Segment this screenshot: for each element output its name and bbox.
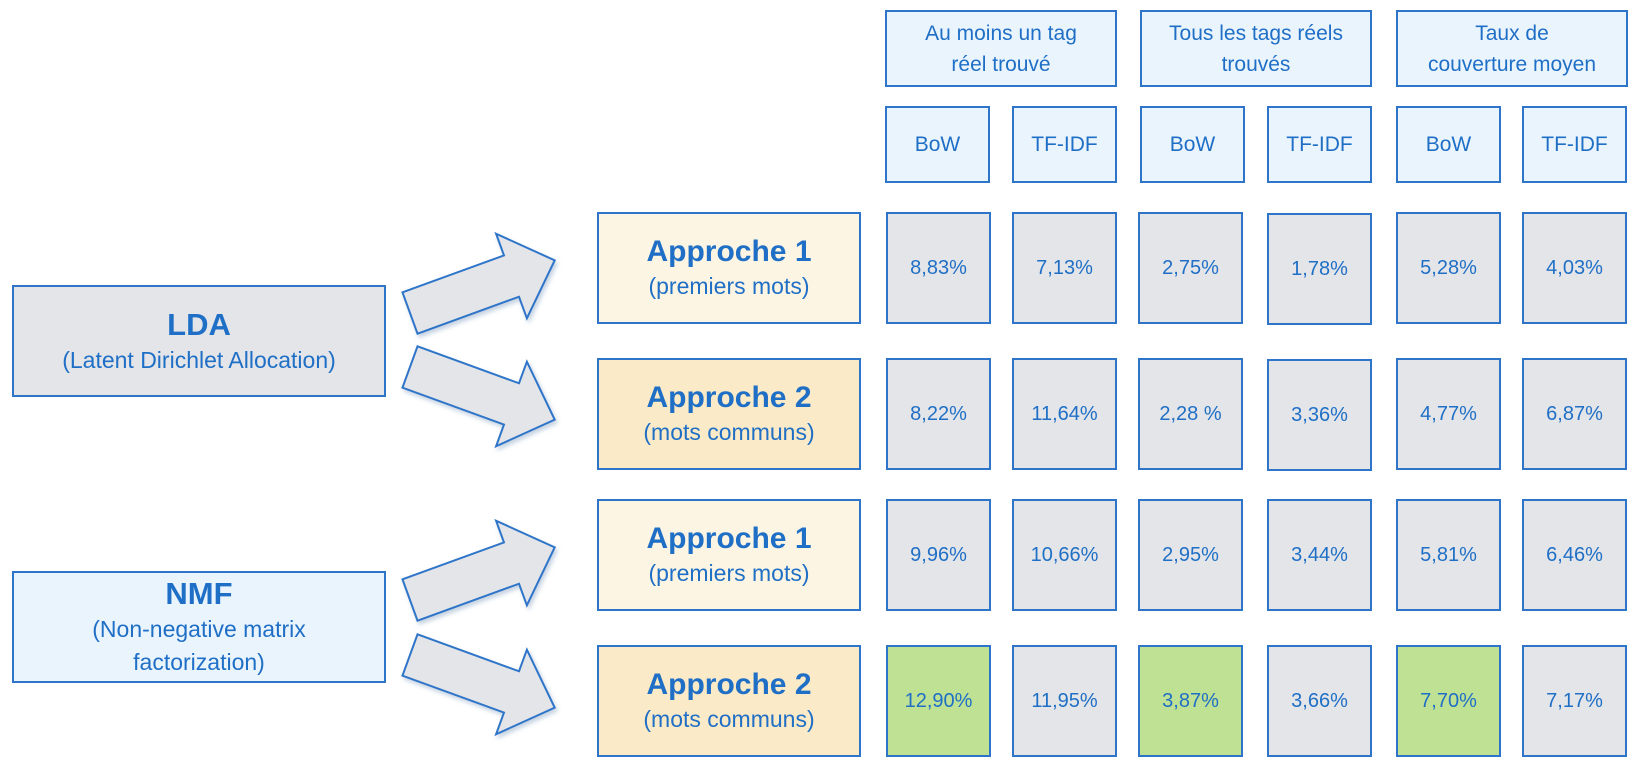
header-line: réel trouvé xyxy=(951,52,1051,76)
result-cell: 1,78% xyxy=(1267,213,1372,325)
model-subtitle: (Non-negative matrix xyxy=(92,616,306,642)
model-subtitle: (Latent Dirichlet Allocation) xyxy=(62,346,336,373)
result-cell: 8,22% xyxy=(886,358,991,470)
result-cell: 11,64% xyxy=(1012,358,1117,470)
result-cell: 6,87% xyxy=(1522,358,1627,470)
header-tous-les-tags: Tous les tags réels trouvés xyxy=(1140,10,1372,87)
header-au-moins-un-tag: Au moins un tag réel trouvé xyxy=(885,10,1117,87)
arrow-lda-approche1 xyxy=(401,231,557,335)
approche-nmf-1: Approche 1 (premiers mots) xyxy=(597,499,861,611)
approche-subtitle: (premiers mots) xyxy=(648,273,810,299)
approche-title: Approche 2 xyxy=(646,668,812,701)
result-cell: 2,75% xyxy=(1138,212,1243,324)
approche-subtitle: (mots communs) xyxy=(643,706,815,732)
result-cell: 7,13% xyxy=(1012,212,1117,324)
subheader-tfidf: TF-IDF xyxy=(1267,106,1372,183)
header-line: Au moins un tag xyxy=(925,21,1077,45)
subheader-bow: BoW xyxy=(1396,106,1501,183)
subheader-tfidf: TF-IDF xyxy=(1012,106,1117,183)
subheader-bow: BoW xyxy=(1140,106,1245,183)
result-cell: 7,17% xyxy=(1522,645,1627,757)
result-cell: 9,96% xyxy=(886,499,991,611)
result-cell: 3,36% xyxy=(1267,359,1372,471)
model-lda: LDA (Latent Dirichlet Allocation) xyxy=(12,285,386,397)
result-cell-best: 7,70% xyxy=(1396,645,1501,757)
result-cell: 4,77% xyxy=(1396,358,1501,470)
header-taux-couverture: Taux de couverture moyen xyxy=(1396,10,1628,87)
result-cell-best: 3,87% xyxy=(1138,645,1243,757)
arrow-nmf-approche2 xyxy=(401,633,557,737)
approche-lda-2: Approche 2 (mots communs) xyxy=(597,358,861,470)
header-line: couverture moyen xyxy=(1427,52,1597,76)
approche-title: Approche 2 xyxy=(646,381,812,414)
model-nmf: NMF (Non-negative matrix factorization) xyxy=(12,571,386,683)
arrow-lda-approche2 xyxy=(401,345,557,449)
model-title: LDA xyxy=(167,306,231,342)
approche-nmf-2: Approche 2 (mots communs) xyxy=(597,645,861,757)
header-line: Tous les tags réels xyxy=(1169,21,1343,45)
result-cell-best: 12,90% xyxy=(886,645,991,757)
result-cell: 3,66% xyxy=(1267,645,1372,757)
result-cell: 5,81% xyxy=(1396,499,1501,611)
result-cell: 2,95% xyxy=(1138,499,1243,611)
approche-subtitle: (mots communs) xyxy=(643,419,815,445)
result-cell: 8,83% xyxy=(886,212,991,324)
approche-subtitle: (premiers mots) xyxy=(648,560,810,586)
subheader-bow: BoW xyxy=(885,106,990,183)
result-cell: 10,66% xyxy=(1012,499,1117,611)
result-cell: 2,28 % xyxy=(1138,358,1243,470)
result-cell: 11,95% xyxy=(1012,645,1117,757)
approche-lda-1: Approche 1 (premiers mots) xyxy=(597,212,861,324)
header-line: trouvés xyxy=(1221,52,1291,76)
result-cell: 4,03% xyxy=(1522,212,1627,324)
approche-title: Approche 1 xyxy=(646,235,812,268)
model-title: NMF xyxy=(165,576,233,611)
subheader-tfidf: TF-IDF xyxy=(1522,106,1627,183)
result-cell: 5,28% xyxy=(1396,212,1501,324)
model-subtitle: factorization) xyxy=(133,649,265,675)
result-cell: 3,44% xyxy=(1267,499,1372,611)
result-cell: 6,46% xyxy=(1522,499,1627,611)
arrow-nmf-approche1 xyxy=(401,518,557,622)
approche-title: Approche 1 xyxy=(646,522,812,555)
header-line: Taux de xyxy=(1475,21,1549,45)
